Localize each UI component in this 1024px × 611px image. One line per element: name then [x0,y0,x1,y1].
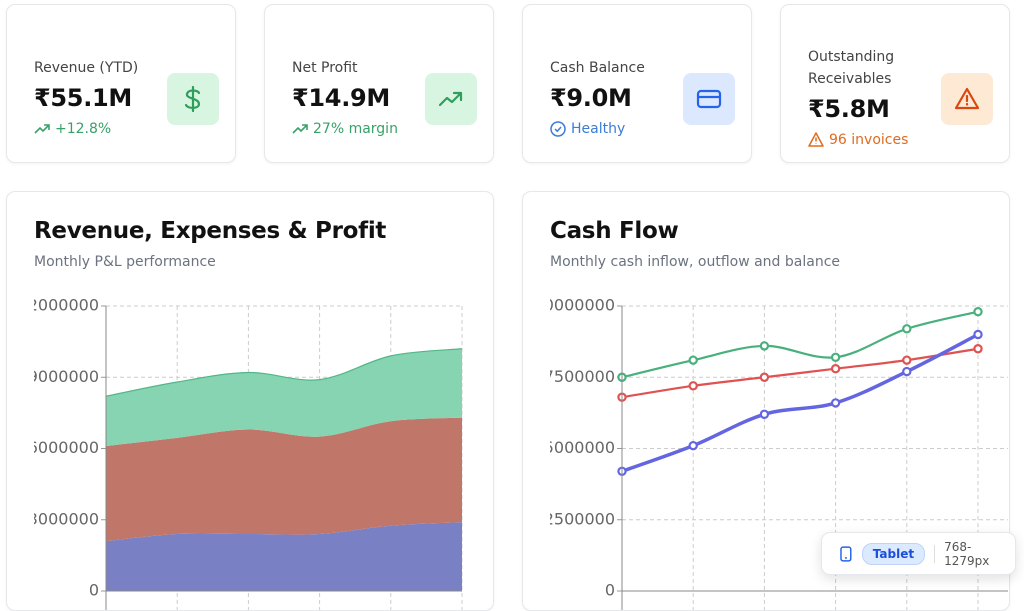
check-icon [550,120,566,137]
point [759,409,770,419]
point [902,324,912,334]
kpi-note: Healthy [550,117,668,141]
kpi-note: +12.8% [34,117,152,141]
chart-subtitle: Monthly P&L performance [34,254,216,270]
kpi-label: Revenue (YTD) [34,59,139,76]
point [973,329,983,340]
kpi-note-text: 96 invoices [829,131,909,148]
kpi-icon [683,72,735,125]
kpi-note: 27% margin [292,117,410,141]
trend-icon [292,123,308,134]
kpi-card: Net Profit ₹14.9M 27% margin [264,4,494,163]
y-tick-label: 0 [89,581,99,600]
kpi-label: Cash Balance [550,59,645,76]
kpi-icon [425,72,477,125]
point [759,372,770,382]
device-badge: Tablet 768-1279px [821,532,1016,575]
point [902,355,912,365]
y-tick-label: 2500000 [544,509,615,528]
y-tick-label: 9000000 [28,367,99,386]
area-edge [105,348,463,397]
line [621,347,979,399]
y-tick-label: 12000000 [18,296,99,315]
kpi-icon [941,72,993,125]
point [830,398,841,408]
kpi-card: Outstanding Receivables ₹5.8M 96 invoice… [780,4,1010,163]
point [902,366,912,377]
line [621,310,979,379]
kpi-note-text: Healthy [571,120,626,137]
point [973,306,983,317]
kpi-note-text: 27% margin [313,120,398,137]
device-range: 768-1279px [944,539,990,568]
chart-title: Cash Flow [550,218,679,244]
trend-icon [34,123,50,134]
kpi-value: ₹9.0M [550,83,632,112]
y-tick-label: 3000000 [28,509,99,528]
point [688,355,698,365]
y-tick-label: 10000000 [534,296,615,315]
y-tick-label: 0 [605,581,615,600]
device-label: Tablet [861,542,926,565]
kpi-value: ₹55.1M [34,83,132,112]
kpi-label: Outstanding Receivables [808,48,895,87]
y-tick-labels: 0 3000000 6000000 9000000 12000000 [18,296,99,600]
warning-icon [808,132,824,147]
chart: 0 3000000 6000000 9000000 12000000 [18,296,463,610]
point [830,352,841,362]
y-tick-label: 6000000 [28,438,99,457]
point [688,381,698,391]
page: Dashboard {"kpis": [ {"label": "Revenue … [6,4,1016,611]
area [106,522,462,591]
area [106,417,462,542]
kpi-icon [167,72,219,125]
chart-title: Revenue, Expenses & Profit [34,218,387,244]
kpi-value: ₹5.8M [808,94,890,123]
point [973,344,983,354]
kpi-label: Net Profit [292,59,358,76]
kpi-card: Revenue (YTD) ₹55.1M +12.8% [6,4,236,163]
dashboard: Revenue (YTD) ₹55.1M +12.8% Net Profit ₹… [6,4,1016,611]
kpi-card: Cash Balance ₹9.0M Healthy [522,4,752,163]
kpi-note-text: +12.8% [55,120,112,137]
separator [934,544,936,563]
kpi-value: ₹14.9M [292,83,390,112]
point [830,363,841,374]
tablet-icon [840,545,852,562]
y-tick-label: 5000000 [544,438,615,457]
chart: 0 2500000 5000000 7500000 10000000 [534,296,1008,610]
y-tick-labels: 0 2500000 5000000 7500000 10000000 [534,296,615,600]
chart-card: Revenue, Expenses & Profit Monthly P&L p… [6,191,494,611]
chart-subtitle: Monthly cash inflow, outflow and balance [550,254,841,270]
point [688,440,698,451]
point [759,341,770,351]
line [621,332,979,473]
area [106,348,462,447]
kpi-note: 96 invoices [808,128,926,152]
y-tick-label: 7500000 [544,367,615,386]
